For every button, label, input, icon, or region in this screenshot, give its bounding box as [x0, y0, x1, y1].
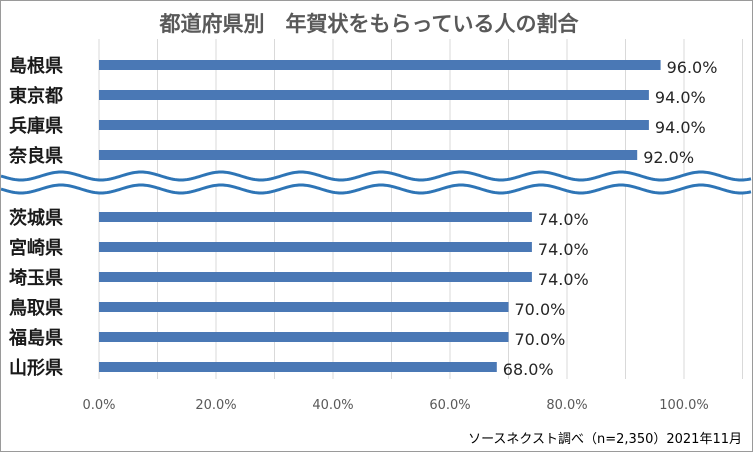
axis-break-wave	[1, 170, 752, 182]
category-label: 宮崎県	[9, 237, 63, 259]
bar	[99, 60, 661, 70]
category-label: 埼玉県	[9, 267, 63, 289]
value-label: 74.0%	[538, 270, 589, 289]
x-tick-label: 40.0%	[312, 398, 353, 413]
category-label: 茨城県	[9, 207, 63, 229]
category-label: 山形県	[9, 358, 63, 379]
bar	[99, 332, 509, 342]
value-label: 92.0%	[643, 148, 694, 167]
x-tick-label: 60.0%	[429, 398, 470, 413]
category-label: 東京都	[9, 85, 63, 107]
source-note: ソースネクスト調べ（n=2,350）2021年11月	[468, 432, 742, 447]
x-tick-label: 100.0%	[659, 398, 709, 413]
bar	[99, 90, 649, 100]
value-label: 70.0%	[515, 330, 566, 349]
value-label: 68.0%	[503, 360, 554, 379]
value-labels: 96.0% 94.0% 94.0% 92.0% 74.0% 74.0% 74.0% 70.0%…	[503, 58, 718, 379]
bar	[99, 272, 532, 282]
category-label: 福島県	[8, 327, 63, 349]
bars	[99, 60, 661, 372]
x-tick-label: 20.0%	[195, 398, 236, 413]
bar	[99, 120, 649, 130]
x-axis-ticks: 0.0% 20.0% 40.0% 60.0% 80.0% 100.0%	[82, 398, 708, 413]
value-label: 74.0%	[538, 210, 589, 229]
chart-title: 都道府県別 年賀状をもらっている人の割合	[159, 12, 580, 36]
category-label: 鳥取県	[9, 297, 63, 319]
value-label: 74.0%	[538, 240, 589, 259]
bar	[99, 362, 497, 372]
bar	[99, 212, 532, 222]
axis-break	[1, 170, 752, 195]
value-label: 94.0%	[655, 88, 706, 107]
category-label: 奈良県	[8, 145, 63, 167]
bar	[99, 150, 638, 160]
category-label: 兵庫県	[9, 115, 63, 137]
value-label: 70.0%	[515, 300, 566, 319]
value-label: 94.0%	[655, 118, 706, 137]
x-tick-label: 0.0%	[82, 398, 115, 413]
x-tick-label: 80.0%	[546, 398, 587, 413]
axis-break-wave	[1, 183, 752, 195]
bar	[99, 302, 509, 312]
bar	[99, 242, 532, 252]
value-label: 96.0%	[667, 58, 718, 77]
category-label: 島根県	[9, 55, 63, 77]
